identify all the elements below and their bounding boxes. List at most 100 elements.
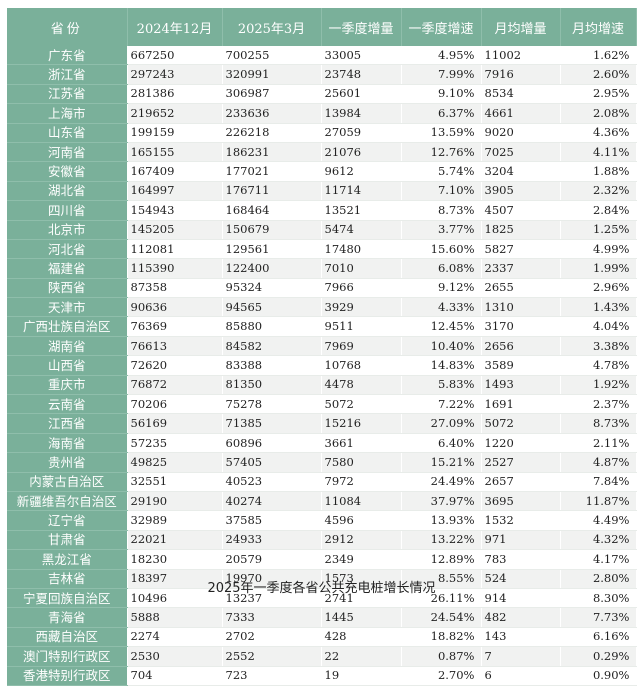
province-cell: 黑龙江省 bbox=[7, 549, 128, 570]
province-cell: 浙江省 bbox=[7, 64, 128, 85]
q1-growth-cell: 13.22% bbox=[401, 530, 482, 551]
header-q1-increase: 一季度增量 bbox=[321, 8, 402, 46]
q1-growth-cell: 13.59% bbox=[401, 123, 482, 143]
province-cell: 安徽省 bbox=[7, 161, 128, 182]
mar-2025-cell: 40274 bbox=[222, 491, 322, 512]
table-row: 澳门特别行政区 2530 2552 22 0.87% 7 0.29% bbox=[7, 646, 637, 667]
table-row: 新疆维吾尔自治区 29190 40274 11084 37.97% 3695 11.87% bbox=[7, 491, 637, 512]
q1-growth-cell: 7.10% bbox=[401, 181, 482, 202]
mar-2025-cell: 37585 bbox=[222, 510, 322, 531]
dec-2024-cell: 154943 bbox=[127, 200, 223, 221]
q1-increase-cell: 15216 bbox=[321, 413, 402, 434]
table-row: 甘肃省 22021 24933 2912 13.22% 971 4.32% bbox=[7, 530, 637, 551]
q1-increase-cell: 21076 bbox=[321, 142, 402, 163]
province-cell: 河北省 bbox=[7, 239, 128, 260]
dec-2024-cell: 18397 bbox=[127, 569, 223, 589]
table-row: 西藏自治区 2274 2702 428 18.82% 143 6.16% bbox=[7, 627, 637, 648]
table-row: 云南省 70206 75278 5072 7.22% 1691 2.37% bbox=[7, 394, 637, 415]
province-cell: 西藏自治区 bbox=[7, 627, 128, 648]
monthly-increase-cell: 7 bbox=[481, 646, 561, 667]
province-cell: 澳门特别行政区 bbox=[7, 646, 128, 667]
dec-2024-cell: 70206 bbox=[127, 394, 223, 415]
monthly-increase-cell: 783 bbox=[481, 549, 561, 570]
mar-2025-cell: 57405 bbox=[222, 452, 322, 473]
monthly-growth-cell: 3.38% bbox=[560, 336, 637, 357]
q1-increase-cell: 1573 bbox=[321, 569, 402, 589]
monthly-increase-cell: 2337 bbox=[481, 258, 561, 279]
q1-increase-cell: 7010 bbox=[321, 258, 402, 279]
monthly-growth-cell: 1.25% bbox=[560, 220, 637, 240]
monthly-increase-cell: 1532 bbox=[481, 510, 561, 531]
table-row: 重庆市 76872 81350 4478 5.83% 1493 1.92% bbox=[7, 375, 637, 396]
monthly-growth-cell: 2.11% bbox=[560, 433, 637, 454]
monthly-growth-cell: 1.92% bbox=[560, 375, 637, 396]
monthly-increase-cell: 2655 bbox=[481, 278, 561, 299]
table-row: 陕西省 87358 95324 7966 9.12% 2655 2.96% bbox=[7, 278, 637, 299]
dec-2024-cell: 2274 bbox=[127, 627, 223, 648]
mar-2025-cell: 20579 bbox=[222, 549, 322, 570]
q1-growth-cell: 6.37% bbox=[401, 103, 482, 124]
header-2024-dec: 2024年12月 bbox=[127, 8, 223, 46]
dec-2024-cell: 90636 bbox=[127, 297, 223, 318]
table-row: 河南省 165155 186231 21076 12.76% 7025 4.11% bbox=[7, 142, 637, 163]
mar-2025-cell: 94565 bbox=[222, 297, 322, 318]
mar-2025-cell: 700255 bbox=[222, 46, 322, 66]
mar-2025-cell: 7333 bbox=[222, 607, 322, 628]
province-cell: 新疆维吾尔自治区 bbox=[7, 491, 128, 512]
q1-increase-cell: 4596 bbox=[321, 510, 402, 531]
dec-2024-cell: 112081 bbox=[127, 239, 223, 260]
province-cell: 香港特别行政区 bbox=[7, 666, 128, 686]
monthly-growth-cell: 1.88% bbox=[560, 161, 637, 182]
monthly-increase-cell: 9020 bbox=[481, 123, 561, 143]
q1-growth-cell: 13.93% bbox=[401, 510, 482, 531]
monthly-growth-cell: 4.32% bbox=[560, 530, 637, 551]
mar-2025-cell: 24933 bbox=[222, 530, 322, 551]
province-cell: 辽宁省 bbox=[7, 510, 128, 531]
table-row: 北京市 145205 150679 5474 3.77% 1825 1.25% bbox=[7, 220, 637, 240]
table-row: 浙江省 297243 320991 23748 7.99% 7916 2.60% bbox=[7, 64, 637, 85]
table-row: 湖南省 76613 84582 7969 10.40% 2656 3.38% bbox=[7, 336, 637, 357]
q1-increase-cell: 2912 bbox=[321, 530, 402, 551]
monthly-growth-cell: 4.99% bbox=[560, 239, 637, 260]
mar-2025-cell: 71385 bbox=[222, 413, 322, 434]
table-row: 福建省 115390 122400 7010 6.08% 2337 1.99% bbox=[7, 258, 637, 279]
q1-increase-cell: 7580 bbox=[321, 452, 402, 473]
q1-growth-cell: 24.54% bbox=[401, 607, 482, 628]
q1-growth-cell: 0.87% bbox=[401, 646, 482, 667]
monthly-increase-cell: 4661 bbox=[481, 103, 561, 124]
q1-growth-cell: 24.49% bbox=[401, 472, 482, 492]
q1-growth-cell: 12.45% bbox=[401, 316, 482, 337]
dec-2024-cell: 219652 bbox=[127, 103, 223, 124]
q1-increase-cell: 9612 bbox=[321, 161, 402, 182]
monthly-increase-cell: 11002 bbox=[481, 46, 561, 66]
dec-2024-cell: 5888 bbox=[127, 607, 223, 628]
monthly-increase-cell: 2657 bbox=[481, 472, 561, 492]
monthly-increase-cell: 4507 bbox=[481, 200, 561, 221]
q1-growth-cell: 14.83% bbox=[401, 355, 482, 376]
monthly-growth-cell: 1.43% bbox=[560, 297, 637, 318]
mar-2025-cell: 320991 bbox=[222, 64, 322, 85]
province-cell: 青海省 bbox=[7, 607, 128, 628]
mar-2025-cell: 40523 bbox=[222, 472, 322, 492]
province-cell: 天津市 bbox=[7, 297, 128, 318]
q1-increase-cell: 7969 bbox=[321, 336, 402, 357]
monthly-growth-cell: 7.84% bbox=[560, 472, 637, 492]
table-row: 辽宁省 32989 37585 4596 13.93% 1532 4.49% bbox=[7, 510, 637, 531]
province-cell: 四川省 bbox=[7, 200, 128, 221]
table-row: 黑龙江省 18230 20579 2349 12.89% 783 4.17% bbox=[7, 549, 637, 570]
monthly-growth-cell: 0.90% bbox=[560, 666, 637, 686]
province-cell: 北京市 bbox=[7, 220, 128, 240]
mar-2025-cell: 75278 bbox=[222, 394, 322, 415]
table-row: 安徽省 167409 177021 9612 5.74% 3204 1.88% bbox=[7, 161, 637, 182]
mar-2025-cell: 306987 bbox=[222, 84, 322, 105]
monthly-growth-cell: 4.11% bbox=[560, 142, 637, 163]
province-cell: 甘肃省 bbox=[7, 530, 128, 551]
monthly-increase-cell: 7916 bbox=[481, 64, 561, 85]
q1-growth-cell: 6.40% bbox=[401, 433, 482, 454]
monthly-growth-cell: 0.29% bbox=[560, 646, 637, 667]
q1-growth-cell: 10.40% bbox=[401, 336, 482, 357]
q1-increase-cell: 13984 bbox=[321, 103, 402, 124]
monthly-increase-cell: 3204 bbox=[481, 161, 561, 182]
q1-increase-cell: 19 bbox=[321, 666, 402, 686]
province-cell: 福建省 bbox=[7, 258, 128, 279]
